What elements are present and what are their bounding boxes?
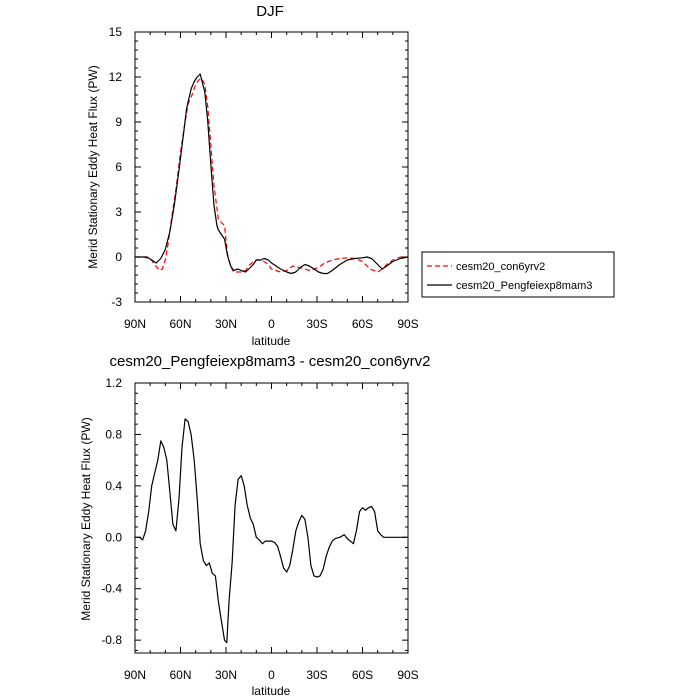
x-tick-label: 0	[268, 317, 275, 331]
x-axis-label: latitude	[252, 684, 291, 698]
y-tick-label: 6	[115, 160, 122, 174]
legend-entry-1: cesm20_Pengfeiexp8mam3	[456, 280, 592, 292]
tick-marks	[134, 31, 409, 303]
x-tick-label: 30S	[306, 317, 327, 331]
y-axis-label: Merid Stationary Eddy Heat Flux (PW)	[86, 65, 100, 268]
series-lines	[135, 418, 408, 644]
plot-title: DJF	[256, 3, 284, 20]
series-line-0	[135, 77, 408, 273]
y-tick-label: 12	[109, 70, 123, 84]
x-tick-label: 60S	[352, 668, 373, 682]
x-tick-label: 30N	[215, 317, 237, 331]
series-lines	[135, 73, 409, 275]
plot-frame	[134, 31, 409, 303]
y-tick-label: 3	[115, 205, 122, 219]
x-tick-label: 60N	[169, 668, 191, 682]
y-tick-label: 15	[109, 25, 123, 39]
y-tick-label: 0.0	[105, 530, 122, 544]
x-tick-label: 0	[268, 668, 275, 682]
x-tick-label: 30N	[215, 668, 237, 682]
x-tick-label: 60N	[169, 317, 191, 331]
y-tick-label: -0.8	[101, 633, 122, 647]
x-tick-label: 90N	[124, 317, 146, 331]
x-tick-label: 90S	[397, 317, 418, 331]
legend-box	[421, 251, 615, 298]
x-tick-labels: 90N 60N 30N 0 30S 60S 90S	[124, 668, 419, 682]
plot-title: cesm20_Pengfeiexp8mam3 - cesm20_con6yrv2	[110, 353, 431, 370]
series-line-0	[135, 418, 408, 644]
legend: cesm20_con6yrv2 cesm20_Pengfeiexp8mam3	[421, 251, 615, 298]
y-tick-label: -0.4	[101, 582, 122, 596]
y-tick-label: 0	[115, 250, 122, 264]
y-axis-label: Merid Stationary Eddy Heat Flux (PW)	[79, 417, 93, 620]
x-tick-label: 90N	[124, 668, 146, 682]
y-tick-label: 9	[115, 115, 122, 129]
x-axis-label: latitude	[252, 334, 291, 348]
plot-top: DJF -3 0 3 6 9 12 15 90N 60N 30N 0 30S 60S 90S latit…	[86, 3, 615, 348]
y-tick-label: 1.2	[105, 376, 122, 390]
y-tick-label: 0.4	[105, 479, 122, 493]
y-tick-labels: -3 0 3 6 9 12 15	[109, 25, 123, 309]
y-tick-labels: -0.8 -0.4 0.0 0.4 0.8 1.2	[101, 376, 122, 647]
plot-frame	[134, 382, 409, 654]
series-line-1	[135, 73, 409, 275]
x-tick-label: 60S	[352, 317, 373, 331]
y-tick-label: 0.8	[105, 427, 122, 441]
x-tick-labels: 90N 60N 30N 0 30S 60S 90S	[124, 317, 419, 331]
x-tick-label: 30S	[306, 668, 327, 682]
legend-entry-0: cesm20_con6yrv2	[456, 261, 545, 273]
y-tick-label: -3	[111, 295, 122, 309]
tick-marks	[134, 382, 409, 653]
x-tick-label: 90S	[397, 668, 418, 682]
plot-bottom: cesm20_Pengfeiexp8mam3 - cesm20_con6yrv2…	[79, 353, 431, 698]
